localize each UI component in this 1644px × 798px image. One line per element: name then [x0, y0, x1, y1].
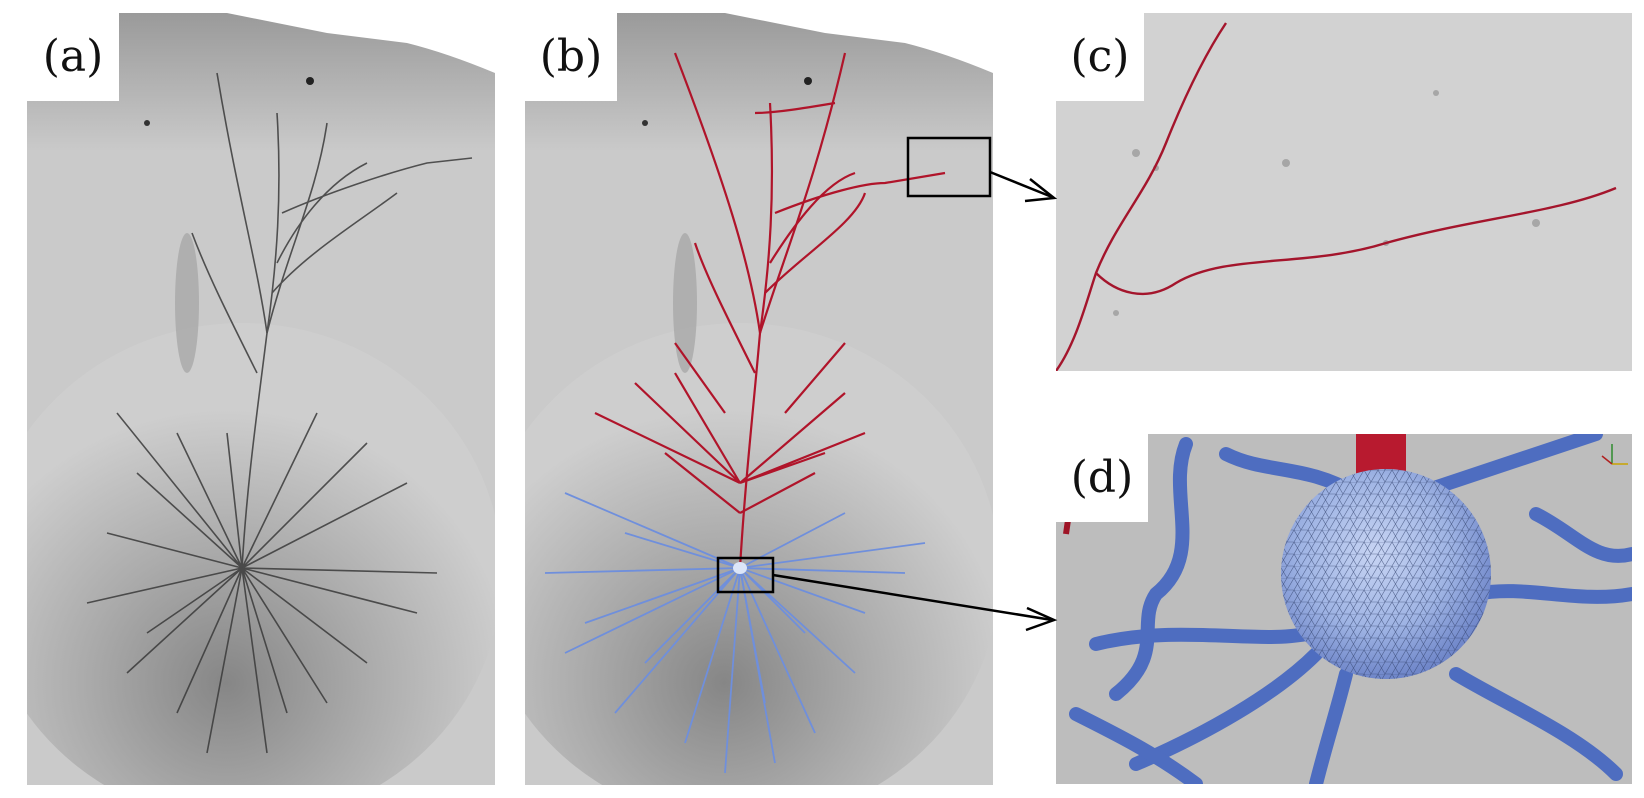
- mesh-dendrites: [1069, 434, 1632, 784]
- reconstruction-image: [525, 13, 993, 785]
- panel-c-label: (c): [1056, 13, 1144, 101]
- zoom-dendrite-image: [1056, 13, 1632, 371]
- panel-d-label: (d): [1056, 434, 1148, 522]
- mesh-image: [1056, 434, 1632, 784]
- micrograph-image: [27, 13, 495, 785]
- axes-triad-icon: [1601, 444, 1628, 465]
- panel-b-label: (b): [525, 13, 617, 101]
- dendrite-trace: [1056, 22, 1617, 371]
- neuron-dendrites-gray: [86, 72, 473, 754]
- panel-c-zoom-dendrite: [1056, 13, 1632, 371]
- panel-a-label: (a): [27, 13, 119, 101]
- apical-dendrites-red: [594, 52, 946, 569]
- panel-b-reconstruction: [525, 13, 993, 785]
- panel-d-mesh-soma: [1056, 434, 1632, 784]
- arrow-icon: [989, 170, 1058, 203]
- panel-a-micrograph: [27, 13, 495, 785]
